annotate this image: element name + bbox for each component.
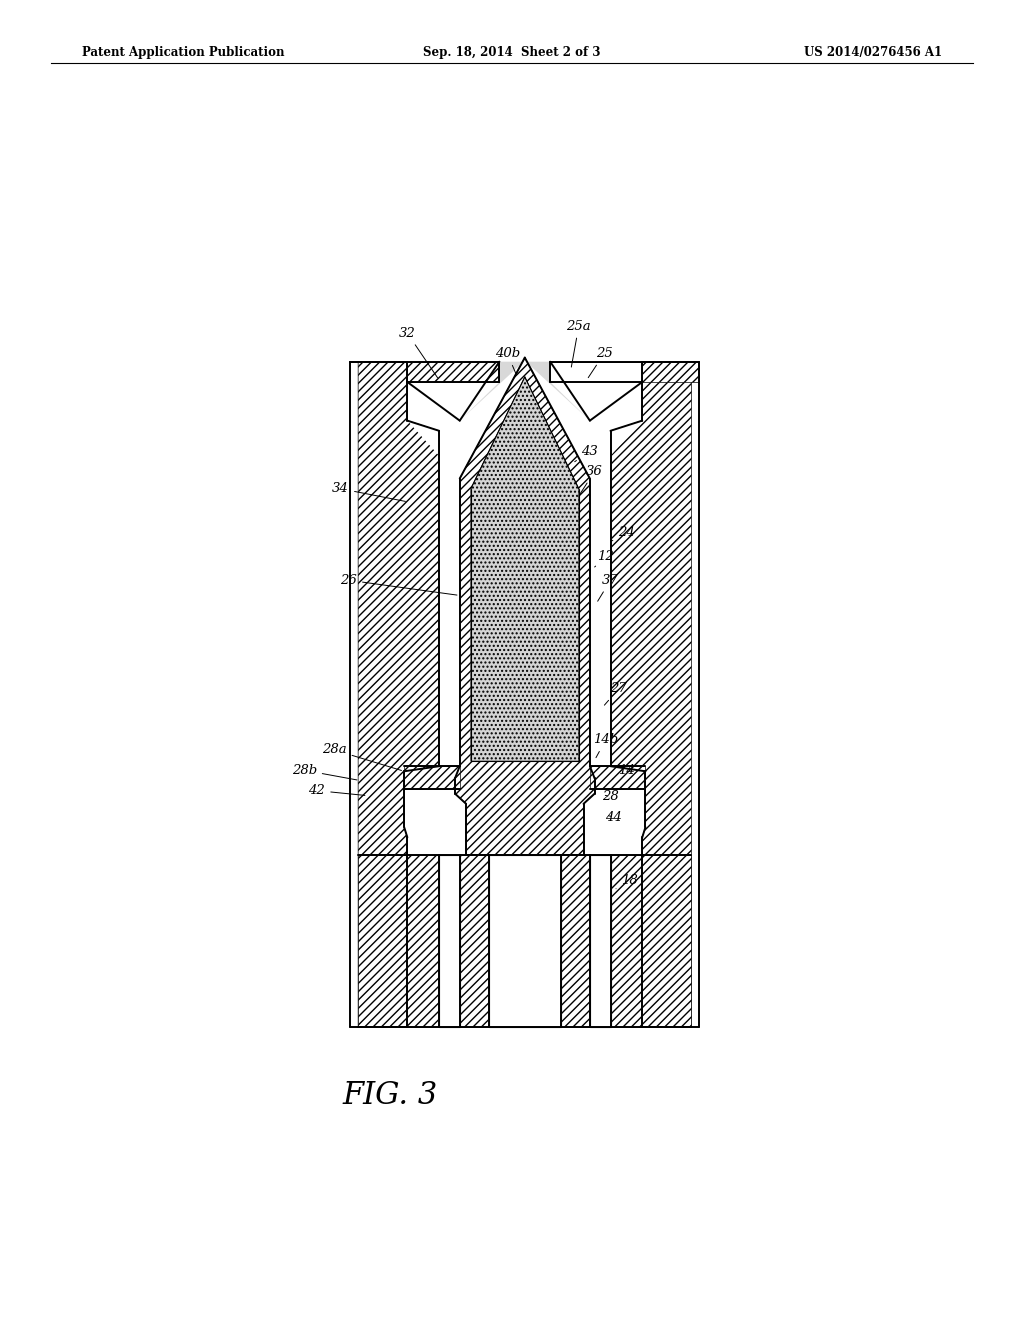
Text: 18: 18 (616, 874, 638, 888)
Polygon shape (350, 362, 500, 381)
Text: 12: 12 (595, 550, 614, 568)
Polygon shape (471, 378, 579, 762)
Polygon shape (590, 854, 610, 1027)
Text: US 2014/0276456 A1: US 2014/0276456 A1 (804, 46, 942, 59)
Text: 43: 43 (574, 445, 598, 462)
Text: 26: 26 (340, 574, 457, 595)
Text: FIG. 3: FIG. 3 (342, 1080, 437, 1111)
Text: 44: 44 (605, 810, 622, 824)
Polygon shape (560, 854, 590, 1027)
Text: 27: 27 (604, 682, 627, 705)
Text: 25: 25 (588, 347, 612, 378)
Text: 34: 34 (333, 482, 406, 502)
Polygon shape (404, 766, 460, 788)
Text: 14: 14 (612, 764, 635, 779)
Polygon shape (408, 421, 460, 766)
Text: Patent Application Publication: Patent Application Publication (82, 46, 285, 59)
Text: 14b: 14b (593, 734, 618, 758)
Polygon shape (610, 854, 691, 1027)
Polygon shape (358, 362, 439, 1027)
Polygon shape (460, 854, 489, 1027)
Polygon shape (610, 362, 691, 1027)
Polygon shape (455, 358, 595, 854)
Polygon shape (590, 421, 642, 766)
Text: 28: 28 (602, 791, 618, 803)
Polygon shape (590, 766, 645, 788)
Text: 28b: 28b (292, 764, 357, 780)
Polygon shape (460, 360, 590, 421)
Polygon shape (550, 362, 699, 381)
Text: 24: 24 (611, 525, 635, 541)
Text: Sep. 18, 2014  Sheet 2 of 3: Sep. 18, 2014 Sheet 2 of 3 (423, 46, 601, 59)
Text: 28a: 28a (322, 743, 401, 771)
Text: 37: 37 (598, 574, 618, 601)
Text: 32: 32 (399, 327, 437, 378)
Polygon shape (439, 854, 460, 1027)
Polygon shape (358, 854, 439, 1027)
Polygon shape (489, 854, 560, 1027)
Text: 40b: 40b (495, 347, 520, 374)
Text: 25a: 25a (566, 319, 591, 367)
Text: 36: 36 (581, 465, 603, 494)
Text: 42: 42 (308, 784, 365, 797)
